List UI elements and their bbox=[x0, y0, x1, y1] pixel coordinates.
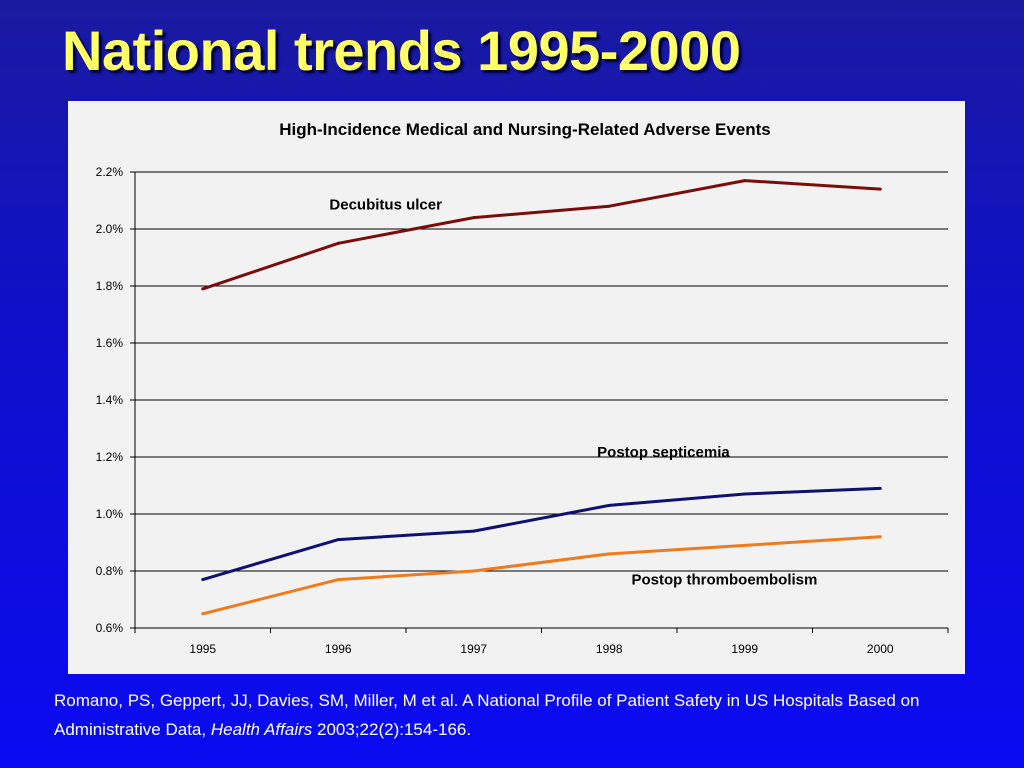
series-label-postop-septicemia: Postop septicemia bbox=[597, 444, 730, 461]
data-point-postop-thromboembolism bbox=[743, 543, 747, 547]
y-tick-label: 1.8% bbox=[96, 279, 124, 293]
data-point-postop-septicemia bbox=[607, 503, 611, 507]
series-label-postop-thromboembolism: Postop thromboembolism bbox=[632, 572, 818, 589]
citation-text: Romano, PS, Geppert, JJ, Davies, SM, Mil… bbox=[54, 691, 920, 739]
data-point-decubitus-ulcer bbox=[607, 204, 611, 208]
data-point-decubitus-ulcer bbox=[201, 287, 205, 291]
data-point-decubitus-ulcer bbox=[336, 241, 340, 245]
data-point-decubitus-ulcer bbox=[878, 187, 882, 191]
data-point-postop-thromboembolism bbox=[472, 569, 476, 573]
citation-journal: Health Affairs bbox=[210, 720, 313, 739]
data-point-decubitus-ulcer bbox=[743, 179, 747, 183]
y-tick-label: 1.2% bbox=[96, 450, 124, 464]
y-tick-label: 0.8% bbox=[96, 564, 124, 578]
citation-volume: 2003;22(2):154-166. bbox=[317, 720, 472, 739]
chart-panel: High-Incidence Medical and Nursing-Relat… bbox=[68, 101, 965, 674]
y-tick-label: 2.2% bbox=[96, 165, 124, 179]
y-tick-label: 2.0% bbox=[96, 222, 124, 236]
data-point-postop-septicemia bbox=[878, 486, 882, 490]
line-chart: High-Incidence Medical and Nursing-Relat… bbox=[96, 120, 949, 656]
x-tick-label: 1996 bbox=[325, 642, 352, 656]
x-tick-label: 2000 bbox=[867, 642, 894, 656]
chart-title: High-Incidence Medical and Nursing-Relat… bbox=[279, 120, 771, 139]
series-line-decubitus-ulcer bbox=[202, 179, 881, 291]
data-point-postop-septicemia bbox=[336, 538, 340, 542]
y-tick-label: 1.6% bbox=[96, 336, 124, 350]
data-point-decubitus-ulcer bbox=[472, 216, 476, 220]
x-tick-label: 1997 bbox=[460, 642, 487, 656]
data-point-postop-thromboembolism bbox=[336, 578, 340, 582]
data-point-postop-septicemia bbox=[472, 529, 476, 533]
x-tick-label: 1999 bbox=[731, 642, 758, 656]
data-point-postop-thromboembolism bbox=[607, 552, 611, 556]
y-tick-label: 0.6% bbox=[96, 621, 124, 635]
series-label-decubitus-ulcer: Decubitus ulcer bbox=[329, 196, 442, 213]
citation: Romano, PS, Geppert, JJ, Davies, SM, Mil… bbox=[54, 686, 994, 744]
series-line-postop-septicemia bbox=[202, 486, 881, 582]
data-point-postop-thromboembolism bbox=[878, 535, 882, 539]
data-point-postop-septicemia bbox=[743, 492, 747, 496]
y-tick-label: 1.4% bbox=[96, 393, 124, 407]
data-point-postop-septicemia bbox=[201, 578, 205, 582]
x-tick-label: 1998 bbox=[596, 642, 623, 656]
series-line-postop-thromboembolism bbox=[202, 535, 881, 616]
data-point-postop-thromboembolism bbox=[201, 612, 205, 616]
slide-title: National trends 1995-2000 bbox=[62, 19, 741, 82]
y-tick-label: 1.0% bbox=[96, 507, 124, 521]
x-tick-label: 1995 bbox=[189, 642, 216, 656]
